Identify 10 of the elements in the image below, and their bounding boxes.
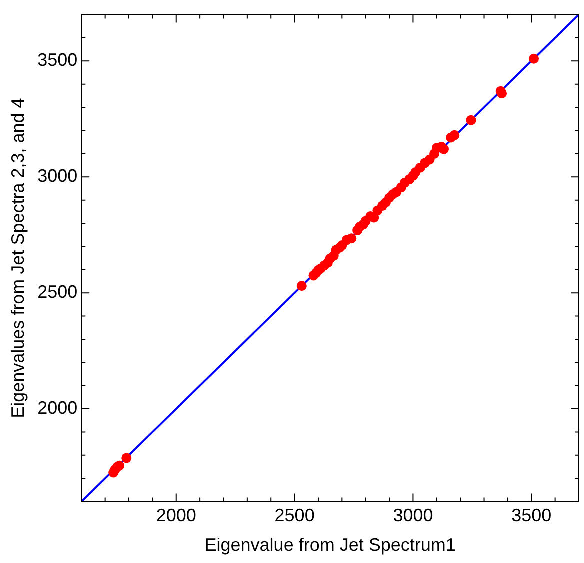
y-tick-label: 3000 — [38, 166, 78, 186]
x-tick-label: 2500 — [274, 506, 315, 526]
y-tick-label: 2500 — [38, 282, 78, 302]
x-tick-label: 3000 — [393, 506, 434, 526]
y-tick-label: 3500 — [38, 50, 78, 70]
x-tick-label: 3500 — [512, 506, 552, 526]
x-axis-title: Eigenvalue from Jet Spectrum1 — [204, 535, 456, 556]
y-tick-label: 2000 — [38, 398, 78, 418]
x-tick-label: 2000 — [156, 506, 196, 526]
y-axis-title: Eigenvalues from Jet Spectra 2,3, and 4 — [8, 98, 28, 418]
